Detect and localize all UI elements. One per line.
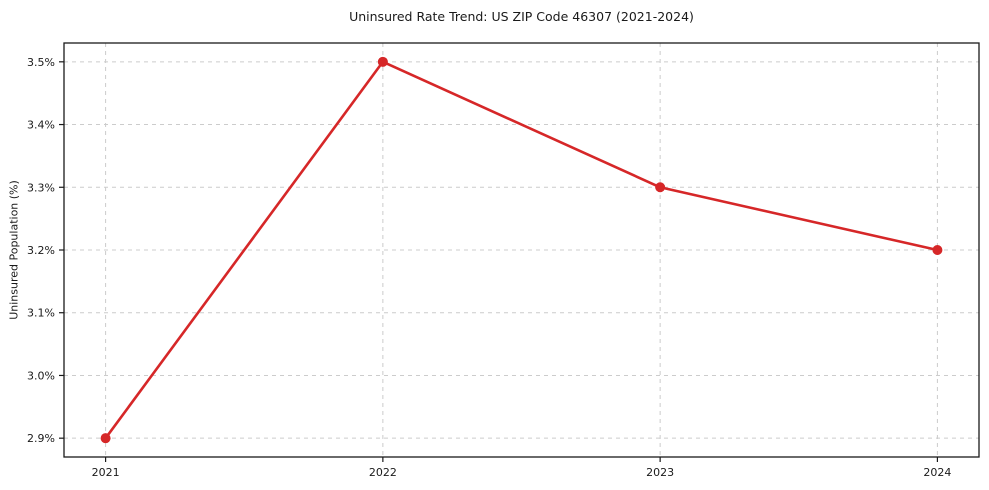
chart-title: Uninsured Rate Trend: US ZIP Code 46307 … (349, 9, 694, 24)
y-tick-label: 3.5% (27, 56, 55, 69)
data-point-marker (932, 245, 943, 255)
trend-line (104, 60, 939, 440)
y-tick-label: 3.3% (27, 181, 55, 194)
data-point-marker (655, 182, 666, 193)
y-tick-label: 3.2% (27, 244, 55, 257)
y-tick-label: 3.4% (27, 119, 55, 132)
data-point-marker (100, 433, 111, 444)
x-tick-label: 2022 (369, 466, 397, 479)
y-tick-label: 3.0% (27, 369, 55, 382)
x-tick-label: 2021 (92, 466, 120, 479)
y-tick-label: 3.1% (27, 307, 55, 320)
x-tick-label: 2023 (646, 466, 674, 479)
data-point-marker (377, 56, 388, 67)
x-tick-label: 2024 (923, 466, 951, 479)
y-tick-label: 2.9% (27, 432, 55, 445)
